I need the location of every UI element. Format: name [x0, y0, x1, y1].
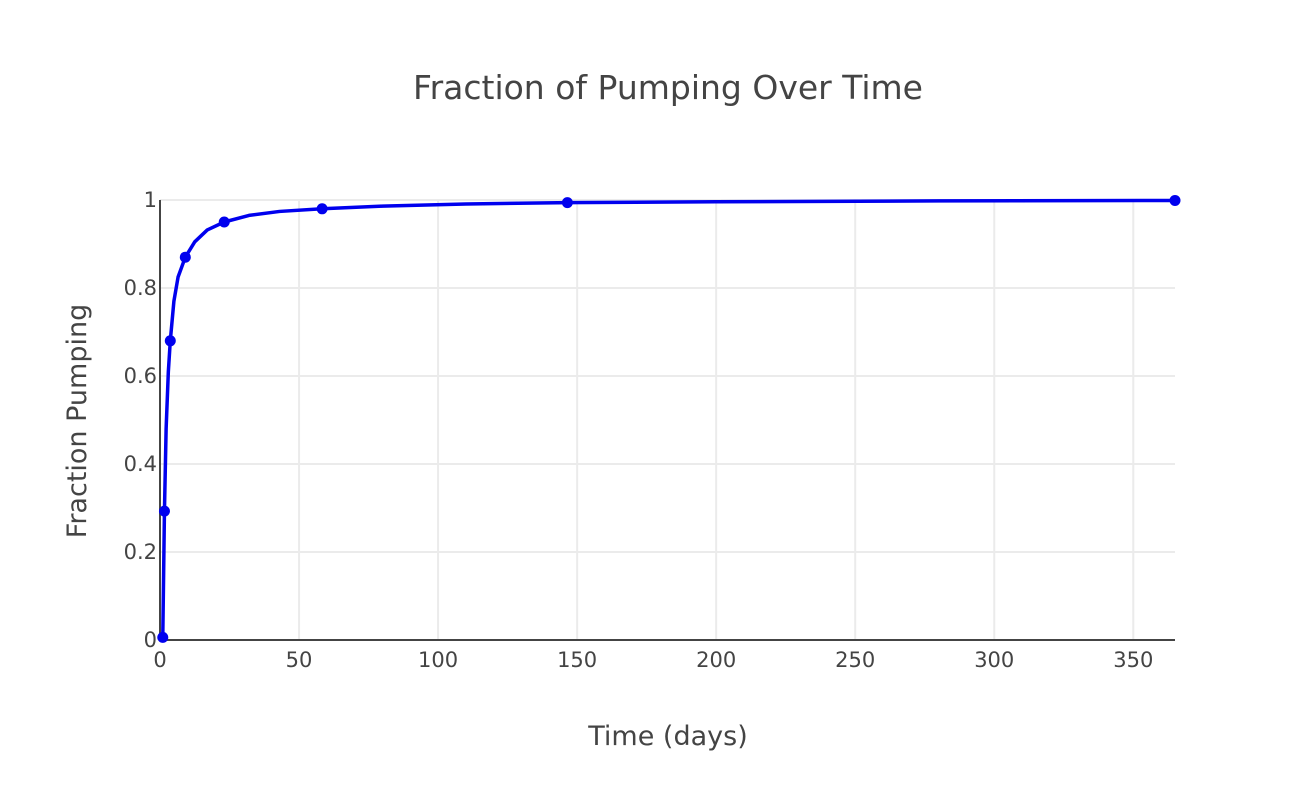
x-tick-label: 300	[974, 648, 1014, 672]
series-layer	[157, 194, 1181, 643]
y-tick-label: 0.8	[124, 276, 157, 300]
data-point	[179, 251, 191, 263]
data-point	[158, 505, 170, 517]
x-tick-label: 150	[557, 648, 597, 672]
x-tick-label: 350	[1113, 648, 1153, 672]
series-line	[160, 198, 1177, 642]
data-point	[561, 197, 573, 209]
data-point	[164, 335, 176, 347]
x-tick-label: 250	[835, 648, 875, 672]
data-point	[316, 203, 328, 215]
x-tick-label: 0	[153, 648, 166, 672]
x-tick-label: 50	[286, 648, 313, 672]
axes	[159, 200, 1175, 641]
chart-title: Fraction of Pumping Over Time	[413, 68, 923, 107]
data-point	[218, 216, 230, 228]
y-tick-label: 0.6	[124, 364, 157, 388]
gridlines	[160, 199, 1175, 640]
y-axis-title: Fraction Pumping	[62, 304, 93, 538]
x-tick-label: 200	[696, 648, 736, 672]
tick-labels: 0 50 100 150 200 250 300 350 0 0.2 0.4 0.6 0.8 1	[124, 188, 1154, 672]
x-tick-label: 100	[418, 648, 458, 672]
y-tick-label: 0.2	[124, 540, 157, 564]
data-point	[1169, 194, 1181, 206]
y-tick-label: 0	[144, 628, 157, 652]
x-axis-title: Time (days)	[587, 721, 747, 752]
data-point	[157, 631, 169, 643]
y-tick-label: 0.4	[124, 452, 157, 476]
y-tick-label: 1	[144, 188, 157, 212]
